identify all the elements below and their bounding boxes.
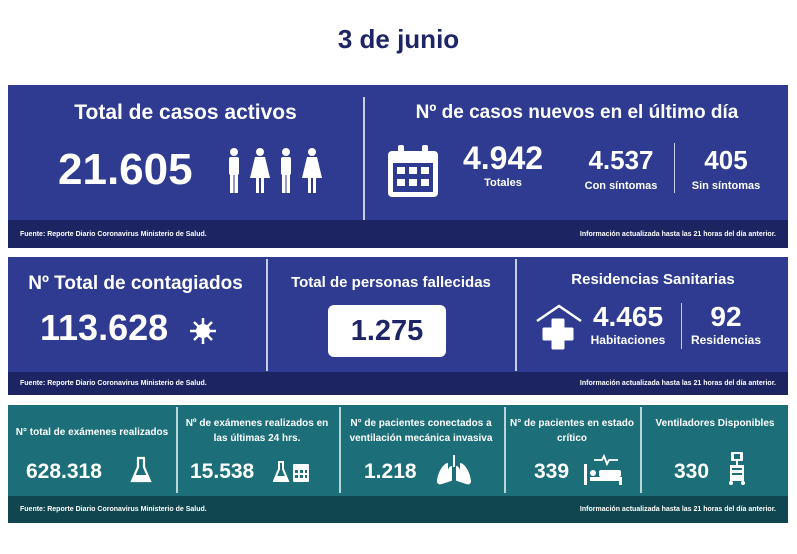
health-house-icon bbox=[536, 304, 582, 350]
source-text: Fuente: Reporte Diario Coronavirus Minis… bbox=[20, 230, 207, 238]
updated-text: Información actualizada hasta las 21 hor… bbox=[579, 380, 776, 387]
ventilation-value: 1.218 bbox=[364, 460, 417, 483]
new-symptomatic-label: Con síntomas bbox=[584, 180, 658, 192]
new-asymptomatic-label: Sin síntomas bbox=[691, 180, 761, 192]
exams-24h-title: Nº de exámenes realizados en las últimas… bbox=[185, 418, 329, 444]
panel-footer: Fuente: Reporte Diario Coronavirus Minis… bbox=[8, 496, 788, 523]
flask-icon bbox=[130, 456, 152, 483]
divider bbox=[515, 259, 517, 371]
active-and-new-cases-panel: Total de casos activos 21.605 Nº de caso… bbox=[8, 85, 788, 248]
active-cases-title: Total de casos activos bbox=[74, 101, 297, 124]
ventilators-title: Ventiladores Disponibles bbox=[655, 418, 775, 429]
lungs-icon bbox=[437, 455, 471, 485]
updated-text: Información actualizada hasta las 21 hor… bbox=[579, 506, 776, 513]
ventilators-value: 330 bbox=[674, 460, 710, 483]
critical-value: 339 bbox=[534, 460, 570, 483]
new-asymptomatic-value: 405 bbox=[704, 145, 748, 175]
residencias-label: Residencias bbox=[690, 333, 762, 347]
panel-footer: Fuente: Reporte Diario Coronavirus Minis… bbox=[8, 220, 788, 248]
panel-footer: Fuente: Reporte Diario Coronavirus Minis… bbox=[8, 372, 788, 395]
new-total-label: Totales bbox=[484, 177, 522, 189]
ventilation-title: N° de pacientes conectados a ventilación… bbox=[349, 418, 493, 444]
divider bbox=[266, 259, 268, 371]
residencias-title: Residencias Sanitarias bbox=[571, 271, 735, 288]
divider bbox=[339, 407, 341, 493]
virus-icon bbox=[190, 318, 216, 344]
divider bbox=[363, 97, 365, 220]
contagiados-title: Nº Total de contagiados bbox=[28, 273, 243, 294]
divider bbox=[504, 407, 506, 493]
divider bbox=[176, 407, 178, 493]
exams-24h-value: 15.538 bbox=[190, 460, 255, 483]
residencias-value: 92 bbox=[710, 301, 742, 332]
habitaciones-value: 4.465 bbox=[592, 301, 664, 332]
ventilator-icon bbox=[729, 452, 745, 485]
exams-total-title: N° total de exámenes realizados bbox=[15, 427, 169, 438]
updated-text: Información actualizada hasta las 21 hor… bbox=[579, 230, 776, 238]
date-title: 3 de junio bbox=[337, 24, 460, 54]
calendar-icon bbox=[388, 145, 438, 197]
fallecidos-title: Total de personas fallecidas bbox=[291, 274, 491, 291]
flask-calendar-icon bbox=[273, 461, 309, 482]
people-icon bbox=[229, 148, 322, 193]
contagiados-value: 113.628 bbox=[40, 307, 169, 348]
hospital-stats-panel: N° total de exámenes realizados 628.318 … bbox=[8, 405, 788, 523]
divider bbox=[674, 143, 675, 193]
habitaciones-label: Habitaciones bbox=[590, 333, 666, 347]
source-text: Fuente: Reporte Diario Coronavirus Minis… bbox=[20, 506, 207, 513]
critical-title: N° de pacientes en estado crítico bbox=[509, 418, 635, 444]
divider bbox=[640, 407, 642, 493]
new-total-value: 4.942 bbox=[462, 140, 544, 176]
hospital-bed-icon bbox=[584, 454, 622, 485]
exams-total-value: 628.318 bbox=[26, 460, 102, 483]
new-symptomatic-value: 4.537 bbox=[588, 145, 654, 175]
source-text: Fuente: Reporte Diario Coronavirus Minis… bbox=[20, 380, 207, 387]
divider bbox=[681, 303, 682, 349]
active-cases-value: 21.605 bbox=[58, 145, 193, 194]
new-cases-title: Nº de casos nuevos en el último día bbox=[415, 102, 739, 123]
fallecidos-value: 1.275 bbox=[328, 305, 446, 357]
totals-panel: Nº Total de contagiados 113.628 Total de… bbox=[8, 257, 788, 395]
